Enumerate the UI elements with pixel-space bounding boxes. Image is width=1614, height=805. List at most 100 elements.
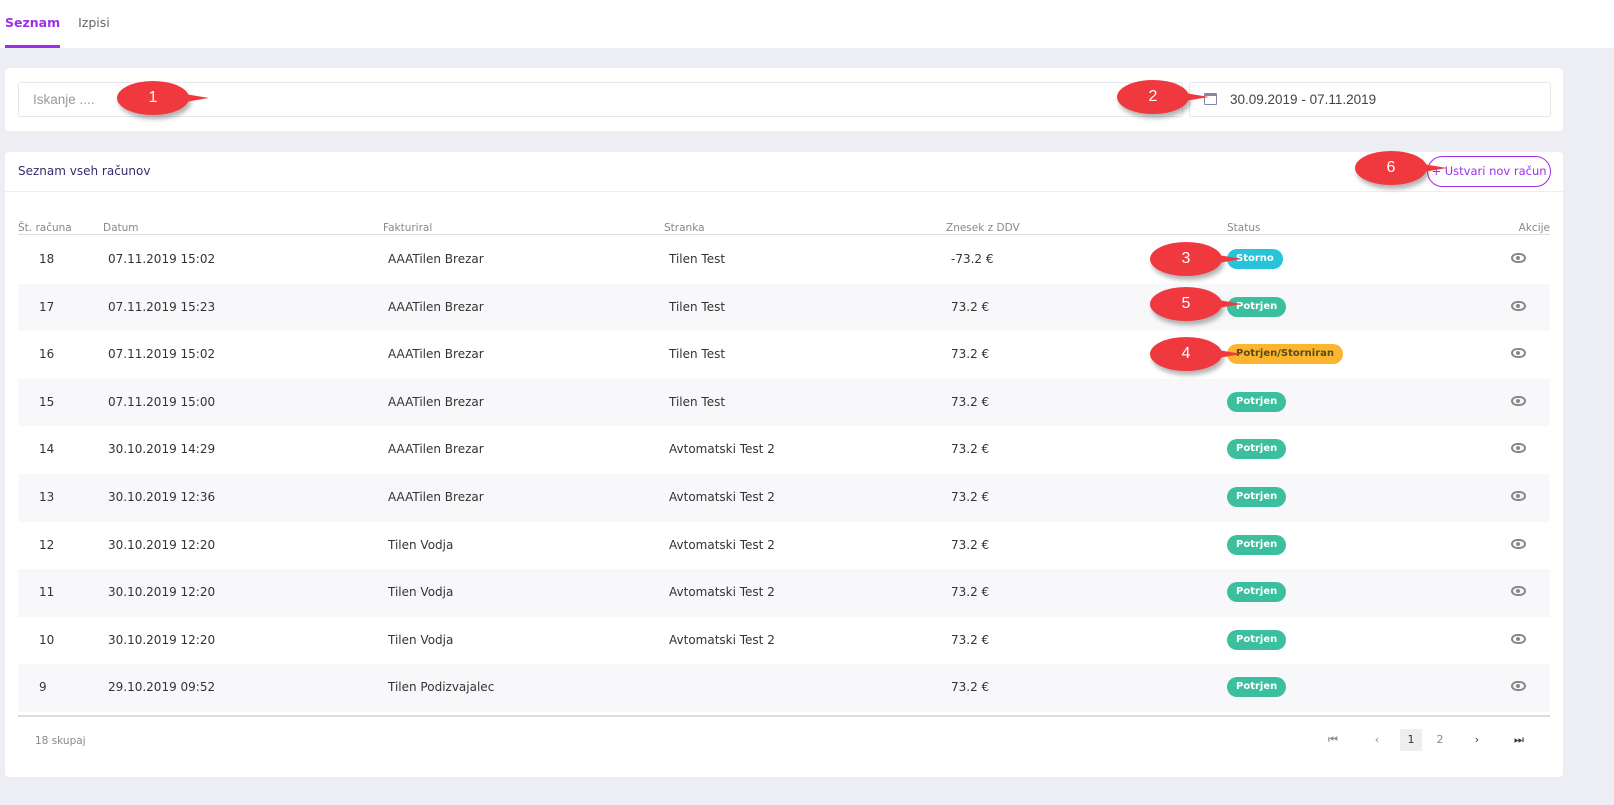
table-row: 13 30.10.2019 12:36 AAATilen Brezar Avtomat…	[18, 473, 1550, 522]
cell-client: Tilen Test	[669, 299, 726, 314]
total-count: 18 skupaj	[35, 735, 86, 747]
cell-issuer: AAATilen Brezar	[388, 299, 484, 314]
table-row: 15 07.11.2019 15:00 AAATilen Brezar Tilen T…	[18, 378, 1550, 427]
cell-client: Avtomatski Test 2	[669, 632, 775, 647]
view-eye-icon[interactable]	[1511, 490, 1526, 501]
view-eye-icon[interactable]	[1511, 633, 1526, 644]
status-badge: Potrjen	[1227, 629, 1287, 650]
view-eye-icon[interactable]	[1511, 253, 1526, 263]
callout-6: 6	[1355, 151, 1447, 185]
cell-date: 30.10.2019 12:20	[108, 537, 216, 552]
col-amount[interactable]: Znesek z DDV	[946, 222, 1020, 234]
status-badge: Potrjen	[1227, 391, 1287, 412]
table-row: 11 30.10.2019 12:20 Tilen Vodja Avtomatski …	[18, 569, 1550, 617]
col-status[interactable]: Status	[1227, 222, 1261, 234]
cell-issuer: Tilen Vodja	[388, 585, 454, 600]
cell-amount: 73.2 €	[951, 394, 990, 409]
cell-date: 30.10.2019 12:20	[108, 632, 216, 647]
cell-client: Tilen Test	[669, 394, 726, 409]
cell-client: Avtomatski Test 2	[669, 489, 775, 504]
cell-amount: 73.2 €	[951, 489, 990, 504]
search-input[interactable]: Iskanje ....	[18, 82, 1183, 117]
tab-izpisi[interactable]: Izpisi	[78, 15, 110, 30]
next-page-icon[interactable]: ›	[1474, 733, 1480, 746]
cell-issuer: AAATilen Brezar	[388, 347, 484, 362]
view-eye-icon[interactable]	[1511, 395, 1526, 406]
cell-date: 30.10.2019 12:20	[108, 585, 216, 600]
status-badge: Potrjen	[1227, 677, 1287, 698]
cell-amount: 73.2 €	[951, 299, 990, 314]
create-invoice-button[interactable]: + Ustvari nov račun	[1427, 156, 1551, 187]
date-range-input[interactable]: 30.09.2019 - 07.11.2019	[1189, 82, 1551, 117]
page-2[interactable]: 2	[1436, 733, 1444, 746]
cell-amount: 73.2 €	[951, 680, 990, 695]
last-page-icon[interactable]: ⏭	[1514, 733, 1524, 746]
cell-client: Tilen Test	[669, 347, 726, 362]
view-eye-icon[interactable]	[1511, 681, 1526, 692]
table-row: 12 30.10.2019 12:20 Tilen Vodja Avtomatski …	[18, 522, 1550, 570]
cell-no: 14	[39, 442, 55, 457]
page-1[interactable]: 1	[1400, 729, 1422, 751]
cell-no: 9	[39, 680, 47, 695]
cell-date: 30.10.2019 14:29	[108, 442, 216, 457]
divider	[5, 191, 1563, 192]
view-eye-icon[interactable]	[1511, 300, 1526, 311]
view-eye-icon[interactable]	[1511, 538, 1526, 549]
callout-5: 5	[1150, 287, 1242, 321]
cell-date: 29.10.2019 09:52	[108, 680, 216, 695]
cell-amount: 73.2 €	[951, 632, 990, 647]
cell-issuer: AAATilen Brezar	[388, 252, 484, 266]
col-client[interactable]: Stranka	[664, 222, 705, 234]
view-eye-icon[interactable]	[1511, 348, 1526, 359]
cell-amount: -73.2 €	[951, 252, 994, 266]
status-badge: Potrjen	[1227, 486, 1287, 507]
cell-date: 07.11.2019 15:02	[108, 252, 216, 266]
col-issuer[interactable]: Fakturiral	[383, 222, 433, 234]
cell-no: 18	[39, 252, 55, 266]
cell-amount: 73.2 €	[951, 585, 990, 600]
tab-seznam[interactable]: Seznam	[5, 0, 61, 48]
callout-1: 1	[117, 81, 209, 115]
cell-issuer: Tilen Vodja	[388, 537, 454, 552]
callout-3: 3	[1150, 242, 1242, 276]
cell-date: 07.11.2019 15:23	[108, 299, 216, 314]
status-badge: Potrjen	[1227, 582, 1287, 603]
cell-client: Tilen Test	[669, 252, 726, 266]
cell-issuer: AAATilen Brezar	[388, 489, 484, 504]
col-number[interactable]: Št. računa	[18, 222, 72, 234]
cell-issuer: Tilen Podizvajalec	[388, 680, 495, 695]
status-badge: Potrjen	[1227, 439, 1287, 460]
view-eye-icon[interactable]	[1511, 443, 1526, 454]
col-date[interactable]: Datum	[103, 222, 139, 234]
cell-no: 17	[39, 299, 55, 314]
cell-no: 10	[39, 632, 55, 647]
cell-amount: 73.2 €	[951, 537, 990, 552]
first-page-icon[interactable]: ⏮	[1328, 733, 1338, 746]
date-range-value: 30.09.2019 - 07.11.2019	[1230, 92, 1377, 107]
cell-no: 16	[39, 347, 55, 362]
cell-no: 11	[39, 585, 55, 600]
cell-no: 12	[39, 537, 55, 552]
status-badge: Potrjen/Storniran	[1227, 344, 1344, 365]
cell-no: 13	[39, 489, 55, 504]
table-body: 18 07.11.2019 15:02 AAATilen Brezar Tilen T…	[18, 236, 1550, 712]
table-row: 10 30.10.2019 12:20 Tilen Vodja Avtomatski …	[18, 617, 1550, 665]
cell-no: 15	[39, 394, 55, 409]
tab-bar: Seznam Izpisi	[0, 0, 1614, 48]
table-row: 14 30.10.2019 14:29 AAATilen Brezar Avtomat…	[18, 426, 1550, 474]
cell-issuer: AAATilen Brezar	[388, 394, 484, 409]
filter-card: Iskanje .... 30.09.2019 - 07.11.2019	[5, 68, 1563, 131]
card-title: Seznam vseh računov	[18, 164, 151, 178]
callout-2: 2	[1117, 80, 1209, 114]
invoice-list-card: Seznam vseh računov + Ustvari nov račun …	[5, 152, 1563, 777]
prev-page-icon[interactable]: ‹	[1374, 733, 1380, 746]
col-actions: Akcije	[1518, 222, 1550, 234]
table-row: 16 07.11.2019 15:02 AAATilen Brezar Tilen T…	[18, 331, 1550, 379]
cell-date: 30.10.2019 12:36	[108, 489, 216, 504]
table-row: 9 29.10.2019 09:52 Tilen Podizvajalec 73.2 …	[18, 664, 1550, 712]
cell-client: Avtomatski Test 2	[669, 537, 775, 552]
table-row: 17 07.11.2019 15:23 AAATilen Brezar Tilen T…	[18, 283, 1550, 332]
table-row: 18 07.11.2019 15:02 AAATilen Brezar Tilen T…	[18, 236, 1550, 284]
view-eye-icon[interactable]	[1511, 586, 1526, 597]
cell-issuer: AAATilen Brezar	[388, 442, 484, 457]
